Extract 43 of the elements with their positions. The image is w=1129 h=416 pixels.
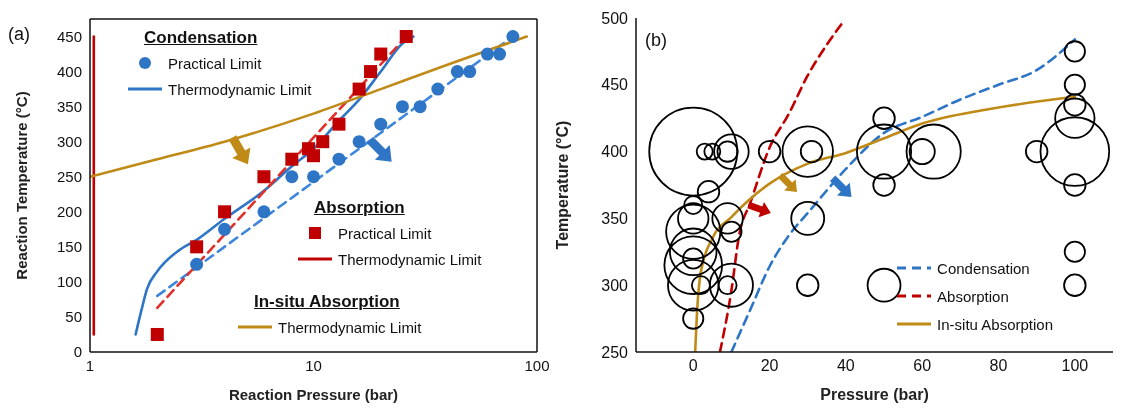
legend-label: Thermodynamic Limit	[168, 80, 312, 98]
y-tick-label: 350	[56, 97, 82, 115]
legend-label: Thermodynamic Limit	[338, 250, 482, 268]
x-tick-label: 20	[760, 357, 779, 375]
x-tick-label: 10	[305, 356, 322, 374]
x-axis-title: Reaction Pressure (bar)	[228, 386, 399, 403]
legend-label: Absorption	[937, 287, 1009, 305]
legend-label: In-situ Absorption	[937, 315, 1053, 333]
legend-label: Condensation	[937, 259, 1030, 277]
y-axis-title: Reaction Temperature (°C)	[13, 91, 31, 280]
x-tick-label: 40	[836, 357, 855, 375]
legend-label: Practical Limit	[338, 224, 432, 242]
legend-label: Practical Limit	[168, 54, 262, 72]
y-tick-label: 400	[601, 143, 629, 161]
x-tick-label: 80	[989, 357, 1008, 375]
y-tick-label: 500	[601, 9, 629, 27]
y-tick-label: 350	[601, 210, 629, 228]
y-tick-label: 50	[65, 308, 82, 326]
annotation: Absorption	[314, 198, 406, 218]
annotation: In-situ Absorption	[254, 292, 401, 312]
y-tick-label: 400	[56, 62, 82, 80]
line-series	[718, 22, 844, 352]
y-tick-label: 250	[601, 343, 629, 361]
annotation: Condensation	[144, 28, 259, 48]
x-tick-label: 0	[688, 357, 698, 375]
x-tick-label: 1	[85, 356, 95, 374]
chart-title: (a)	[8, 24, 30, 45]
y-axis-title: Temperature (°C)	[553, 120, 571, 250]
text: (b)	[645, 30, 667, 51]
x-tick-label: 100	[524, 356, 550, 374]
y-tick-label: 300	[56, 133, 82, 151]
y-tick-label: 150	[56, 238, 82, 256]
legend-label: Thermodynamic Limit	[278, 318, 422, 336]
y-tick-label: 300	[601, 276, 629, 294]
y-tick-label: 250	[56, 168, 82, 186]
y-tick-label: 200	[56, 203, 82, 221]
y-tick-label: 100	[56, 273, 82, 291]
y-tick-label: 0	[73, 343, 82, 361]
y-tick-label: 450	[56, 27, 82, 45]
x-tick-label: 100	[1061, 357, 1089, 375]
y-tick-label: 450	[601, 76, 629, 94]
x-axis-title: Pressure (bar)	[820, 386, 929, 403]
x-tick-label: 60	[913, 357, 932, 375]
